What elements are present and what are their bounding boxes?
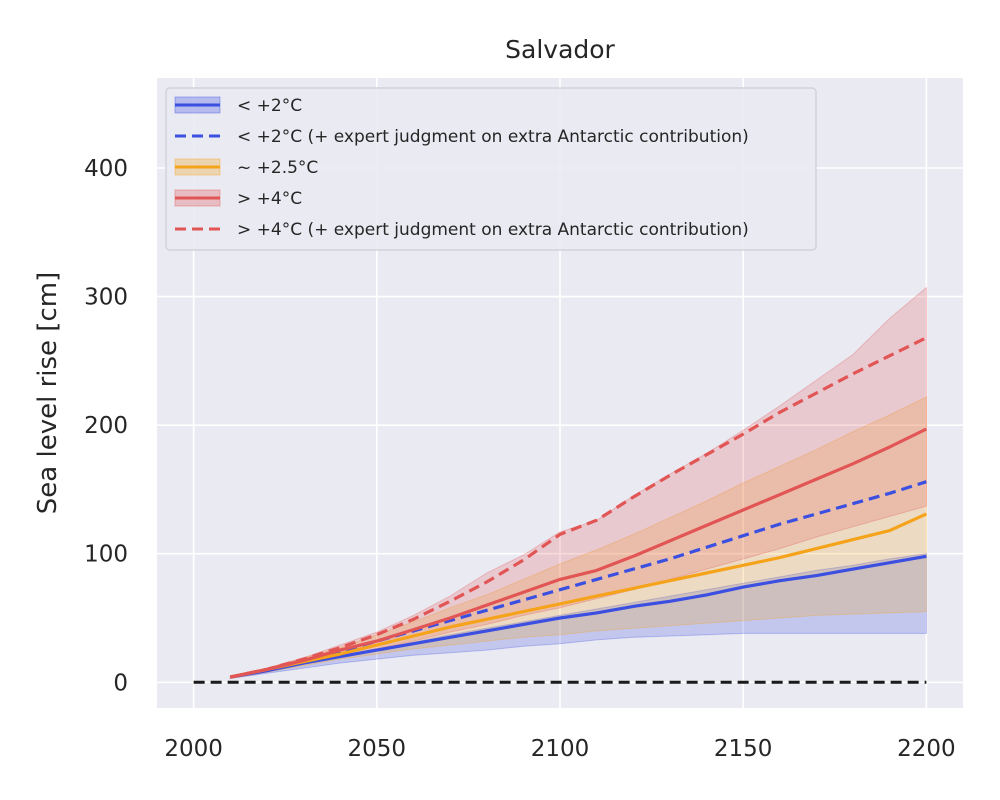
- y-tick-label: 300: [84, 285, 128, 311]
- x-tick-label: 2200: [897, 736, 956, 762]
- y-tick-label: 200: [84, 413, 128, 439]
- legend-label: > +4°C: [237, 189, 302, 209]
- legend-label: ~ +2.5°C: [237, 158, 318, 178]
- legend-label: > +4°C (+ expert judgment on extra Antar…: [237, 220, 749, 240]
- x-tick-labels: 2000 2050 2100 2150 2200: [164, 736, 955, 762]
- legend: < +2°C < +2°C (+ expert judgment on extra…: [165, 87, 817, 251]
- series-line: [229, 336, 928, 679]
- y-axis-label: Sea level rise [cm]: [33, 272, 63, 514]
- x-tick-label: 2100: [531, 736, 590, 762]
- x-tick-label: 2000: [164, 736, 223, 762]
- series-lines: [229, 336, 928, 679]
- y-tick-label: 0: [113, 670, 128, 696]
- band: [229, 396, 927, 679]
- x-tick-label: 2050: [348, 736, 407, 762]
- chart-title: Salvador: [505, 35, 615, 64]
- legend-box: [165, 87, 817, 251]
- x-tick-label: 2150: [714, 736, 773, 762]
- y-tick-label: 100: [84, 542, 128, 568]
- legend-label: < +2°C: [237, 96, 302, 116]
- series-line: [230, 554, 927, 679]
- legend-label: < +2°C (+ expert judgment on extra Antar…: [237, 127, 749, 147]
- y-tick-label: 400: [84, 156, 128, 182]
- y-tick-labels: 0 100 200 300 400: [84, 156, 128, 696]
- series-line: [229, 427, 928, 679]
- series-line: [229, 512, 928, 679]
